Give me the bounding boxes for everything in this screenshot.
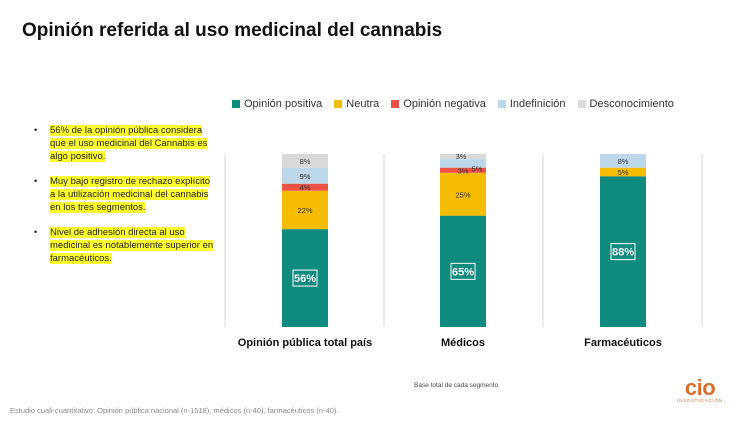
- category-label: Médicos: [441, 337, 485, 349]
- bullet-icon: •: [34, 176, 38, 186]
- bar-segment: [440, 172, 486, 216]
- footer-source-note: Estudio cuali-cuantitativo. Opinión públ…: [10, 406, 339, 415]
- value-label-box: [450, 262, 476, 280]
- bar-segment: [600, 176, 646, 327]
- value-label: 5%: [618, 168, 629, 177]
- finding-item: • 56% de la opinión pública considera qu…: [34, 124, 214, 163]
- legend-item-positive: Opinión positiva: [232, 98, 322, 110]
- legend-item-undefined: Indefinición: [497, 98, 566, 110]
- legend-label: Indefinición: [509, 98, 566, 110]
- legend-label: Opinión negativa: [403, 98, 486, 110]
- legend-swatch: [497, 100, 506, 108]
- value-label: 56%: [294, 273, 316, 285]
- bar-segment: [282, 229, 328, 327]
- bar-segment: [600, 167, 646, 177]
- value-label-box: [292, 269, 318, 287]
- logo-subtitle: INVESTIGACIÓN: [677, 398, 723, 403]
- bar-segment: [440, 215, 486, 327]
- legend-swatch: [391, 100, 400, 108]
- legend-swatch: [577, 100, 586, 108]
- value-label: 4%: [300, 183, 311, 192]
- finding-item: • Muy bajo registro de rechazo explícito…: [34, 175, 214, 214]
- category-label: Opinión pública total país: [238, 337, 372, 349]
- logo-mark: cio: [684, 375, 716, 400]
- value-label: 5%: [472, 165, 483, 174]
- legend-swatch: [232, 100, 240, 108]
- value-label: 3%: [456, 152, 467, 161]
- value-label: 8%: [300, 157, 311, 166]
- bar-segment: [282, 183, 328, 191]
- value-label: 22%: [297, 206, 312, 215]
- value-label: 88%: [612, 247, 634, 259]
- bullet-icon: •: [34, 125, 38, 135]
- value-label: 3%: [458, 166, 469, 175]
- bar-segment: [440, 167, 486, 173]
- bar-segment: [440, 154, 486, 160]
- value-label: 8%: [618, 157, 629, 166]
- page-title: Opinión referida al uso medicinal del ca…: [22, 20, 443, 41]
- legend-item-neutral: Neutra: [334, 98, 379, 110]
- bar-segment: [600, 154, 646, 168]
- bar-segment: [440, 159, 486, 168]
- base-note: Base total de cada segmento: [414, 382, 499, 389]
- category-label: Farmacéuticos: [584, 337, 662, 349]
- legend-label: Neutra: [346, 98, 380, 110]
- bar-segment: [282, 167, 328, 184]
- value-label: 65%: [452, 266, 474, 278]
- value-label: 25%: [455, 190, 470, 199]
- value-label: 9%: [300, 172, 311, 181]
- legend-swatch: [334, 100, 343, 108]
- legend-label: Opinión positiva: [244, 98, 323, 110]
- key-findings-list: • 56% de la opinión pública considera qu…: [34, 124, 214, 277]
- legend-item-negative: Opinión negativa: [391, 98, 486, 110]
- chart-legend: Opinión positiva Neutra Opinión negativa…: [232, 98, 674, 110]
- bar-segment: [282, 154, 328, 168]
- legend-item-unknown: Desconocimiento: [577, 98, 674, 110]
- value-label-box: [610, 243, 636, 261]
- bullet-icon: •: [34, 227, 38, 237]
- legend-label: Desconocimiento: [589, 98, 674, 110]
- brand-logo: cio INVESTIGACIÓN: [668, 375, 732, 404]
- finding-item: • Nivel de adhesión directa al uso medic…: [34, 226, 214, 265]
- bar-segment: [282, 190, 328, 230]
